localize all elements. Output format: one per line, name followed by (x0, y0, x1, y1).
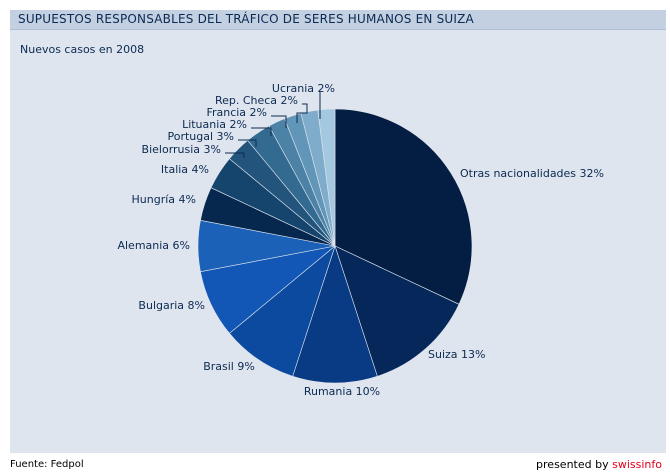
pie-slice-3 (292, 245, 378, 384)
pie-labels: Otras nacionalidades 32% Suiza 13% Rumania… (117, 82, 604, 398)
leader-line-10 (238, 139, 257, 147)
chart-title: SUPUESTOS RESPONSABLES DEL TRÁFICO DE SE… (18, 12, 474, 26)
swissinfo-logo: swissinfo (612, 458, 662, 471)
slice-label-7: Hungría 4% (132, 193, 196, 206)
slice-label-5: Bulgaria 8% (138, 299, 205, 312)
slice-label-10: Portugal 3% (167, 130, 234, 143)
slice-label-13: Rep. Checa 2% (215, 94, 298, 107)
pie-slice-2 (334, 245, 460, 377)
chart-subtitle: Nuevos casos en 2008 (20, 43, 145, 56)
slice-label-4: Brasil 9% (203, 360, 255, 373)
slice-label-14: Ucrania 2% (272, 82, 335, 95)
slice-label-12: Francia 2% (206, 106, 267, 119)
label-leader-lines (225, 92, 321, 158)
leader-line-11 (251, 127, 272, 136)
leader-line-9 (225, 152, 245, 158)
slice-label-1: Otras nacionalidades 32% (460, 167, 604, 180)
slice-label-6: Alemania 6% (117, 239, 190, 252)
slice-label-11: Lituania 2% (182, 118, 247, 131)
leader-line-12 (271, 115, 287, 128)
presented-by-text: presented by (536, 458, 613, 471)
slice-label-9: Bielorrusia 3% (142, 143, 221, 156)
slice-label-8: Italia 4% (161, 163, 209, 176)
pie-slices (197, 108, 473, 384)
pie-slice-14 (317, 108, 336, 247)
pie-slice-1 (334, 108, 473, 305)
leader-line-13 (296, 103, 308, 123)
source-note: Fuente: Fedpol (10, 459, 84, 470)
credit-line: presented by swissinfo (536, 458, 662, 471)
slice-label-3: Rumania 10% (304, 385, 380, 398)
title-bar: SUPUESTOS RESPONSABLES DEL TRÁFICO DE SE… (10, 10, 666, 30)
slice-label-2: Suiza 13% (428, 348, 485, 361)
